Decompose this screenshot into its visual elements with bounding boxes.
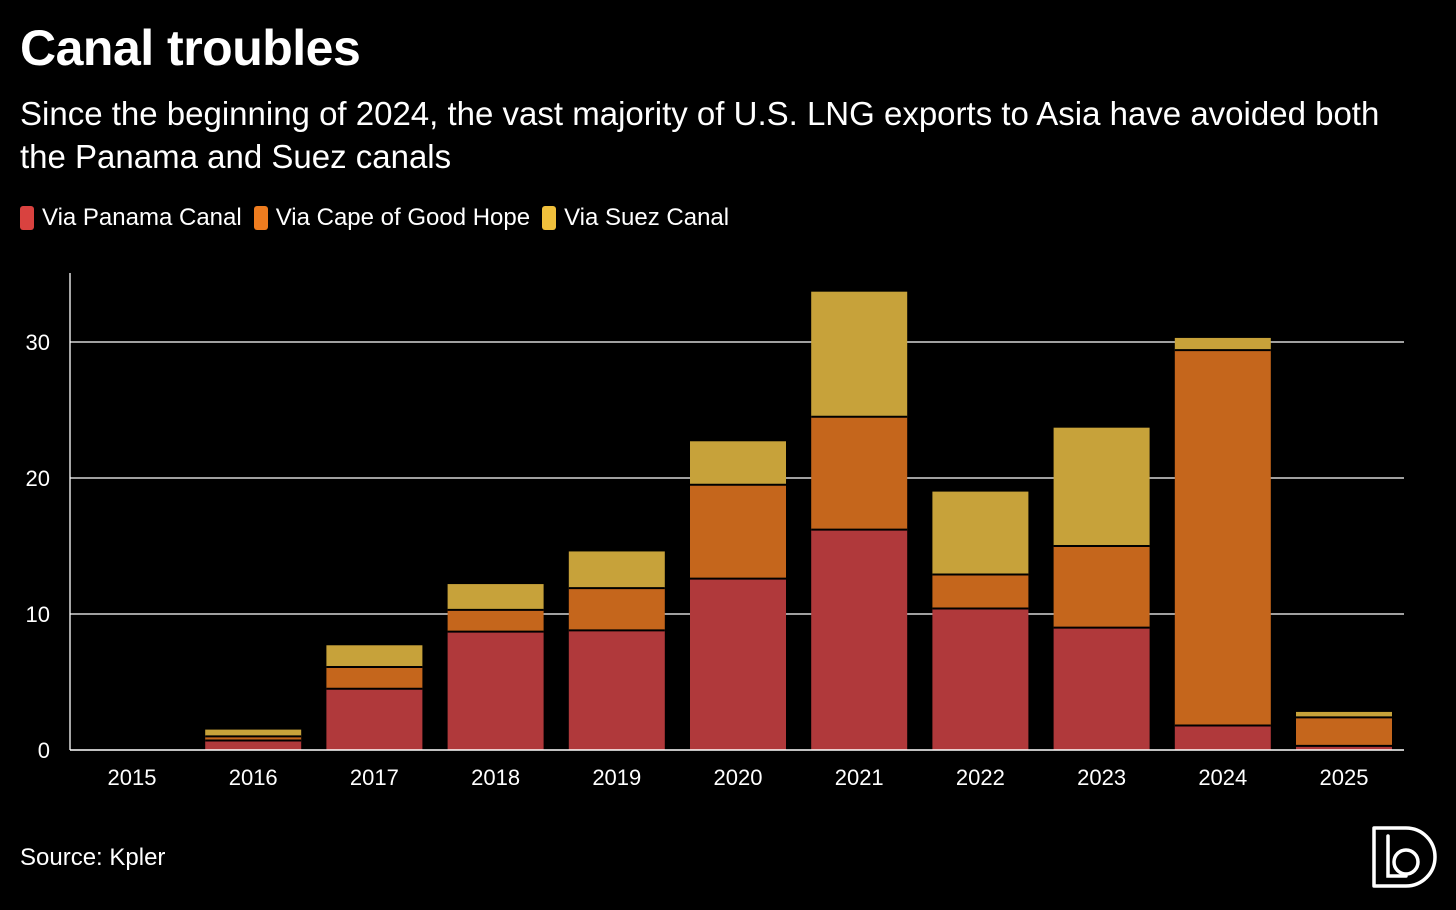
legend-swatch-cape xyxy=(253,206,268,230)
y-tick-label-10: 10 xyxy=(26,602,50,627)
bar-panama-2018 xyxy=(447,631,544,750)
bar-suez-2021 xyxy=(811,291,908,417)
x-tick-label-2024: 2024 xyxy=(1198,765,1247,790)
bar-cape-2020 xyxy=(690,484,786,579)
bar-cape-2022 xyxy=(932,574,1029,609)
legend-label-suez: Via Suez Canal xyxy=(564,204,730,231)
bar-cape-2023 xyxy=(1053,546,1150,628)
bar-cape-2021 xyxy=(811,416,908,530)
y-tick-label-30: 30 xyxy=(26,330,50,355)
bar-suez-2019 xyxy=(568,551,665,589)
legend-item-suez: Via Suez Canal xyxy=(542,204,729,232)
chart-subtitle: Since the beginning of 2024, the vast ma… xyxy=(20,95,1380,175)
x-tick-label-2021: 2021 xyxy=(835,765,884,790)
bar-panama-2020 xyxy=(690,578,786,750)
bar-panama-2024 xyxy=(1174,725,1271,750)
bar-panama-2022 xyxy=(932,608,1029,750)
bar-suez-2020 xyxy=(690,441,786,485)
bar-suez-2022 xyxy=(932,491,1029,575)
x-tick-label-2025: 2025 xyxy=(1320,765,1369,790)
x-tick-label-2018: 2018 xyxy=(471,765,520,790)
bar-cape-2018 xyxy=(447,609,544,632)
y-tick-label-20: 20 xyxy=(26,466,50,491)
legend-swatch-suez xyxy=(542,206,557,230)
bar-suez-2018 xyxy=(447,584,544,610)
legend-swatch-panama xyxy=(20,206,34,230)
bar-panama-2025 xyxy=(1296,745,1392,750)
legend-item-panama: Via Panama Canal xyxy=(20,204,242,232)
bar-panama-2021 xyxy=(811,529,908,750)
chart-title: Canal troubles xyxy=(20,20,361,76)
y-tick-label-0: 0 xyxy=(38,738,50,763)
legend-label-cape: Via Cape of Good Hope xyxy=(275,204,531,231)
x-tick-label-2022: 2022 xyxy=(956,765,1005,790)
bar-suez-2024 xyxy=(1174,337,1271,351)
bar-panama-2023 xyxy=(1053,627,1150,750)
bar-panama-2016 xyxy=(205,740,302,750)
bar-cape-2019 xyxy=(568,588,665,631)
bar-panama-2017 xyxy=(326,688,423,750)
source-note: Source: Kpler xyxy=(20,844,166,871)
x-tick-label-2023: 2023 xyxy=(1077,765,1126,790)
bar-cape-2017 xyxy=(326,667,423,689)
x-tick-label-2020: 2020 xyxy=(714,765,763,790)
x-tick-label-2016: 2016 xyxy=(229,765,278,790)
bar-suez-2025 xyxy=(1296,711,1392,718)
bar-suez-2023 xyxy=(1053,427,1150,546)
bar-panama-2019 xyxy=(568,630,665,750)
x-tick-label-2019: 2019 xyxy=(592,765,641,790)
brand-logo-icon xyxy=(1372,826,1437,888)
bar-cape-2025 xyxy=(1296,717,1392,746)
bar-cape-2016 xyxy=(205,736,302,741)
bar-suez-2017 xyxy=(326,645,423,668)
bar-suez-2016 xyxy=(205,729,302,737)
x-tick-label-2015: 2015 xyxy=(108,765,157,790)
legend-item-cape: Via Cape of Good Hope xyxy=(253,204,531,232)
bar-cape-2024 xyxy=(1174,350,1271,726)
legend: Via Panama Canal Via Cape of Good Hope V… xyxy=(20,204,741,232)
legend-label-panama: Via Panama Canal xyxy=(42,204,242,231)
x-tick-label-2017: 2017 xyxy=(350,765,399,790)
